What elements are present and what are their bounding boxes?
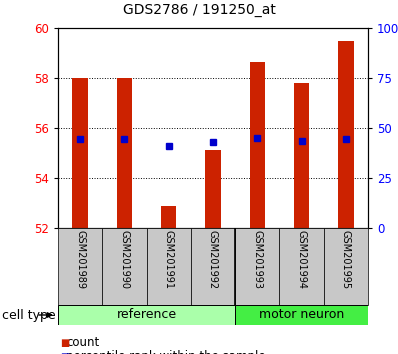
Bar [338,40,353,228]
Bar [324,228,368,305]
Text: GSM201994: GSM201994 [297,230,306,289]
Text: cell type: cell type [2,308,56,321]
Text: GSM201991: GSM201991 [164,230,174,289]
Text: GSM201995: GSM201995 [341,230,351,290]
Bar [58,305,235,325]
Text: count: count [66,336,99,349]
Text: reference: reference [117,308,177,321]
Text: GSM201992: GSM201992 [208,230,218,290]
Bar [117,78,132,228]
Text: ■: ■ [60,352,69,354]
Bar [72,78,88,228]
Bar [191,228,235,305]
Text: GSM201990: GSM201990 [119,230,129,289]
Text: GSM201993: GSM201993 [252,230,262,289]
Text: GSM201989: GSM201989 [75,230,85,289]
Text: GDS2786 / 191250_at: GDS2786 / 191250_at [123,3,275,17]
Bar [250,62,265,228]
Bar [161,206,176,228]
Bar [58,228,102,305]
Text: percentile rank within the sample: percentile rank within the sample [66,350,265,354]
Bar [205,150,221,228]
Bar [235,305,368,325]
Bar [235,228,279,305]
Bar [294,83,309,228]
Text: ■: ■ [60,338,69,348]
Text: motor neuron: motor neuron [259,308,344,321]
Bar [279,228,324,305]
Bar [102,228,146,305]
Bar [146,228,191,305]
